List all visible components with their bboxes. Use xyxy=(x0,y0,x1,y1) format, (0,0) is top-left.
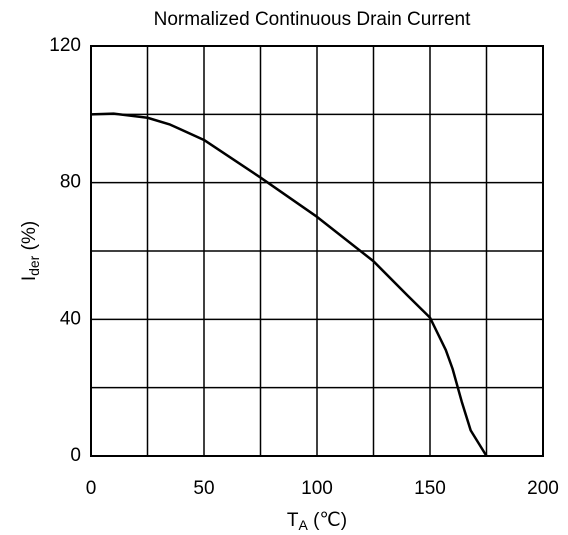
x-axis-label: TA (℃) xyxy=(287,510,347,533)
x-label-sub: A xyxy=(298,517,308,533)
y-axis-label: Ider (%) xyxy=(19,221,42,281)
data-line xyxy=(90,112,488,457)
x-label-unit: (℃) xyxy=(308,510,347,531)
y-label-main: I xyxy=(19,276,40,281)
x-tick-label: 0 xyxy=(86,478,97,499)
x-tick-label: 50 xyxy=(193,478,214,499)
chart-title: Normalized Continuous Drain Current xyxy=(154,9,472,30)
x-tick-label: 150 xyxy=(414,478,446,499)
y-tick-label: 120 xyxy=(49,35,81,56)
x-label-main: T xyxy=(287,510,299,531)
y-tick-label: 0 xyxy=(70,445,81,466)
x-tick-label: 100 xyxy=(301,478,333,499)
y-tick-label: 80 xyxy=(60,172,81,193)
plot-frame xyxy=(90,45,544,457)
y-label-unit: (%) xyxy=(19,221,40,256)
y-label-sub: der xyxy=(26,255,42,276)
x-tick-label: 200 xyxy=(527,478,559,499)
y-tick-label: 40 xyxy=(60,308,81,329)
